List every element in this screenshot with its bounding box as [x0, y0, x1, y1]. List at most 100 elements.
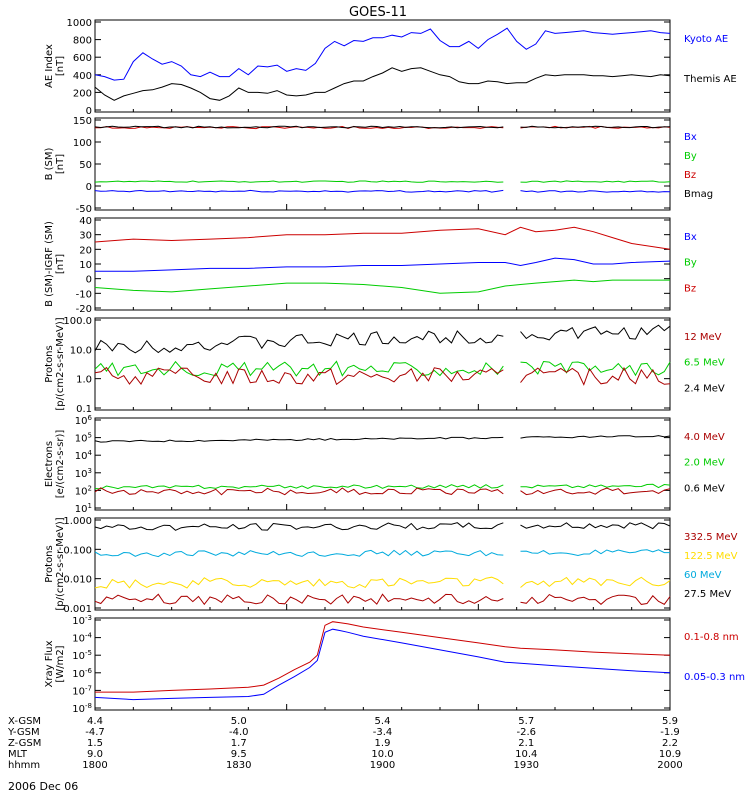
- y-axis-label: [p/(cm2-s-sr-MeV)]: [55, 317, 66, 410]
- y-axis-label: [nT]: [55, 56, 66, 76]
- time-axis-labels: X-GSM 4.4 5.0 5.4 5.7 5.9 Y-GSM -4.7 -4.0 -3.4 -2.…: [7, 716, 683, 771]
- series-line-0-6-mev: [520, 435, 671, 439]
- y-tick-exponent: 2: [88, 484, 92, 492]
- y-tick-exponent: -8: [85, 702, 92, 710]
- panel-electrons: 101 102 103 104 105 106 Electrons [e/(cm2-s-sr)…: [44, 414, 725, 515]
- legend-label: 2.0 MeV: [684, 458, 725, 469]
- legend-label: By: [684, 258, 697, 269]
- series-line-27-5-mev: [94, 522, 504, 531]
- series-line-6-5-mev: [94, 360, 504, 377]
- legend-label: 27.5 MeV: [684, 589, 731, 600]
- legend-label: 332.5 MeV: [684, 532, 738, 543]
- time-axis-value: 10.0: [371, 749, 393, 760]
- panel-b_sm: -50 0 50 100 150 B (SM) [nT] Bx By Bz Bmag: [44, 116, 713, 215]
- y-tick-label: 800: [73, 36, 92, 47]
- time-axis-value: 2000: [657, 760, 682, 771]
- time-axis-value: 5.7: [518, 716, 534, 727]
- y-tick-label: 104: [75, 449, 93, 462]
- y-tick-label: 10.0: [70, 345, 92, 356]
- y-tick-label: 0: [86, 106, 92, 117]
- legend-label: 2.4 MeV: [684, 383, 725, 394]
- y-tick-label: 1000: [67, 18, 92, 29]
- legend-label: 0.6 MeV: [684, 483, 725, 494]
- series-line-27-5-mev: [520, 522, 671, 530]
- y-tick-label: 10-8: [72, 702, 92, 715]
- series-line-0-05-0-3-nm: [94, 628, 671, 701]
- y-tick-exponent: -5: [85, 649, 92, 657]
- y-tick-label: -10: [76, 289, 92, 300]
- y-tick-label: 600: [73, 53, 92, 64]
- y-tick-label: 1.0: [76, 375, 92, 386]
- legend-label: Bz: [684, 283, 696, 294]
- time-axis-row-label: Y-GSM: [7, 727, 40, 738]
- y-tick-label: 50: [79, 160, 92, 171]
- y-axis-label: Electrons: [44, 441, 55, 487]
- time-axis-value: 1930: [514, 760, 539, 771]
- series-line-2-4-mev: [94, 330, 504, 354]
- y-axis-label: AE Index: [44, 44, 55, 88]
- y-tick-label: 10-6: [72, 667, 92, 680]
- series-line-by: [94, 180, 504, 183]
- panel-frame: [94, 617, 671, 711]
- y-tick-label: 10-3: [72, 614, 92, 627]
- legend-label: 60 MeV: [684, 570, 722, 581]
- series-line-by: [520, 180, 671, 183]
- y-tick-label: 150: [73, 116, 92, 127]
- series-line-60-mev: [94, 549, 504, 558]
- y-tick-exponent: -7: [85, 684, 92, 692]
- legend-label: 12 MeV: [684, 332, 722, 343]
- y-tick-label: 100: [73, 138, 92, 149]
- time-axis-row-label: Z-GSM: [8, 738, 41, 749]
- y-tick-label: 30: [79, 231, 92, 242]
- y-tick-exponent: -4: [85, 632, 93, 640]
- time-axis-value: 1.9: [375, 738, 391, 749]
- series-line-332-5-mev: [94, 593, 504, 606]
- legend-label: 122.5 MeV: [684, 551, 738, 562]
- series-line-themis-ae: [94, 67, 671, 101]
- panel-b_sm_igrf: -20 -10 0 10 20 30 40 B (SM)-IGRF (SM) [nT] Bx By B…: [44, 216, 697, 315]
- series-line-0-1-0-8-nm: [95, 621, 671, 693]
- series-line-2-0-mev: [520, 483, 671, 489]
- y-axis-label: [nT]: [55, 154, 66, 174]
- time-axis-value: 1.7: [231, 738, 247, 749]
- legend-label: 4.0 MeV: [684, 432, 725, 443]
- series-line-6-5-mev: [520, 360, 671, 377]
- chart-title: GOES-11: [349, 5, 407, 20]
- panel-frame: [94, 317, 671, 411]
- y-tick-label: 102: [75, 484, 92, 497]
- legend-label: Themis AE: [683, 74, 737, 85]
- panel-frame: [94, 517, 671, 611]
- legend-label: By: [684, 151, 697, 162]
- y-axis-label: B (SM)-IGRF (SM): [44, 221, 55, 307]
- panel-protons_low: 0.1 1.0 10.0 100.0 Protons [p/(cm2-s-sr-MeV)]…: [44, 316, 725, 415]
- y-axis-label: [nT]: [55, 254, 66, 274]
- y-tick-label: 100.0: [63, 316, 92, 327]
- legend-label: Kyoto AE: [684, 34, 728, 45]
- y-tick-label: -20: [76, 304, 92, 315]
- y-tick-label: 200: [73, 88, 92, 99]
- y-tick-label: 0.1: [76, 404, 92, 415]
- y-tick-label: 10-5: [72, 649, 92, 662]
- time-axis-row-label: X-GSM: [8, 716, 41, 727]
- y-tick-label: 10: [79, 260, 92, 271]
- legend-label: 6.5 MeV: [684, 358, 725, 369]
- y-tick-label: 1.000: [63, 516, 92, 527]
- series-line-0-6-mev: [94, 436, 504, 443]
- panel-frame: [94, 217, 671, 311]
- time-axis-value: 1900: [370, 760, 395, 771]
- time-axis-value: 5.9: [662, 716, 678, 727]
- y-tick-label: -50: [76, 204, 92, 215]
- y-tick-label: 10-7: [72, 684, 92, 697]
- time-axis-value: -4.0: [229, 727, 249, 738]
- time-axis-value: 1830: [226, 760, 251, 771]
- series-line-bmag: [94, 125, 504, 129]
- time-axis-value: 5.4: [375, 716, 391, 727]
- time-axis-value: -3.4: [373, 727, 393, 738]
- y-tick-label: 0: [86, 182, 92, 193]
- y-tick-label: 10-4: [72, 632, 92, 645]
- time-axis-value: -2.6: [516, 727, 536, 738]
- panel-frame: [94, 19, 671, 113]
- time-axis-value: 5.0: [231, 716, 247, 727]
- series-line-12-mev: [94, 366, 504, 386]
